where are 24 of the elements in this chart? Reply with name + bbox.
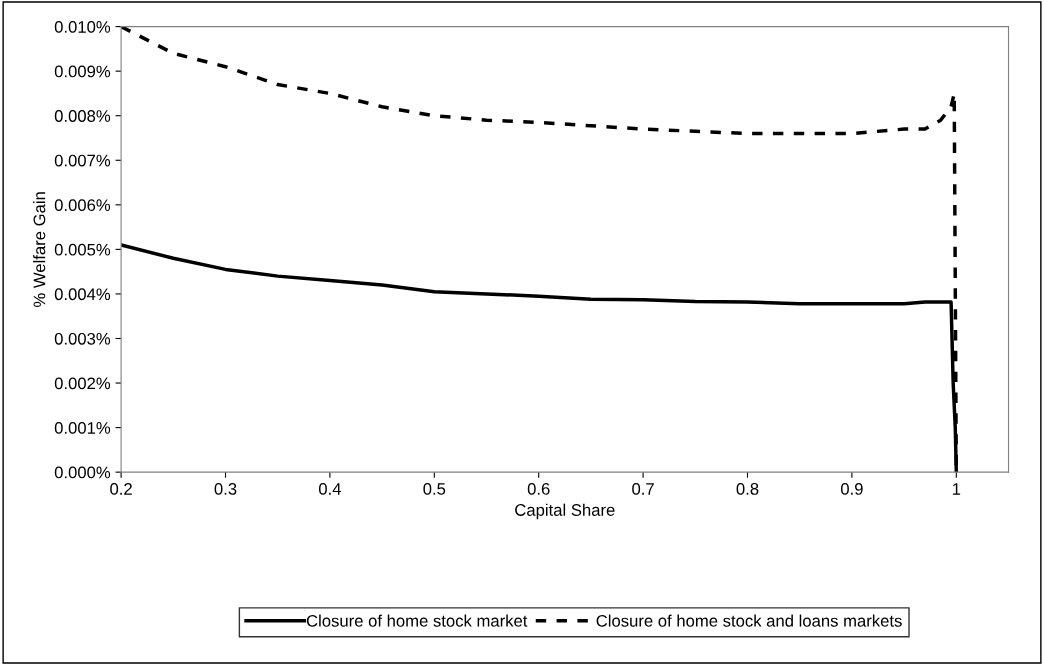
y-tick-label: 0.006% bbox=[54, 199, 111, 212]
y-tick-label: 0.010% bbox=[54, 21, 111, 33]
legend-label: Closure of home stock market bbox=[306, 614, 528, 627]
y-tick-label: 0.007% bbox=[54, 154, 111, 167]
y-tick-label: 0.009% bbox=[54, 65, 111, 78]
x-tick-label: 0.8 bbox=[736, 483, 759, 495]
y-tick-label: 0.008% bbox=[54, 110, 111, 122]
y-tick-label: 0.002% bbox=[54, 377, 111, 390]
y-tick-label: 0.000% bbox=[54, 466, 111, 479]
y-tick-label: 0.005% bbox=[54, 243, 111, 256]
x-tick-label: 0.4 bbox=[318, 483, 341, 495]
x-tick-label: 1 bbox=[952, 483, 961, 495]
y-axis-title: % Welfare Gain bbox=[33, 192, 46, 307]
x-tick-label: 0.6 bbox=[527, 483, 550, 495]
y-tick-label: 0.003% bbox=[54, 332, 111, 345]
y-tick-label: 0.001% bbox=[54, 422, 111, 434]
legend-label: Closure of home stock and loans markets bbox=[596, 614, 902, 627]
x-tick-label: 0.9 bbox=[840, 483, 863, 495]
y-tick-label: 0.004% bbox=[54, 288, 111, 301]
x-tick-label: 0.7 bbox=[632, 483, 654, 495]
x-tick-label: 0.3 bbox=[214, 483, 237, 495]
x-tick-label: 0.5 bbox=[423, 483, 446, 495]
x-tick-label: 0.2 bbox=[110, 483, 132, 495]
x-axis-title: Capital Share bbox=[515, 503, 615, 520]
